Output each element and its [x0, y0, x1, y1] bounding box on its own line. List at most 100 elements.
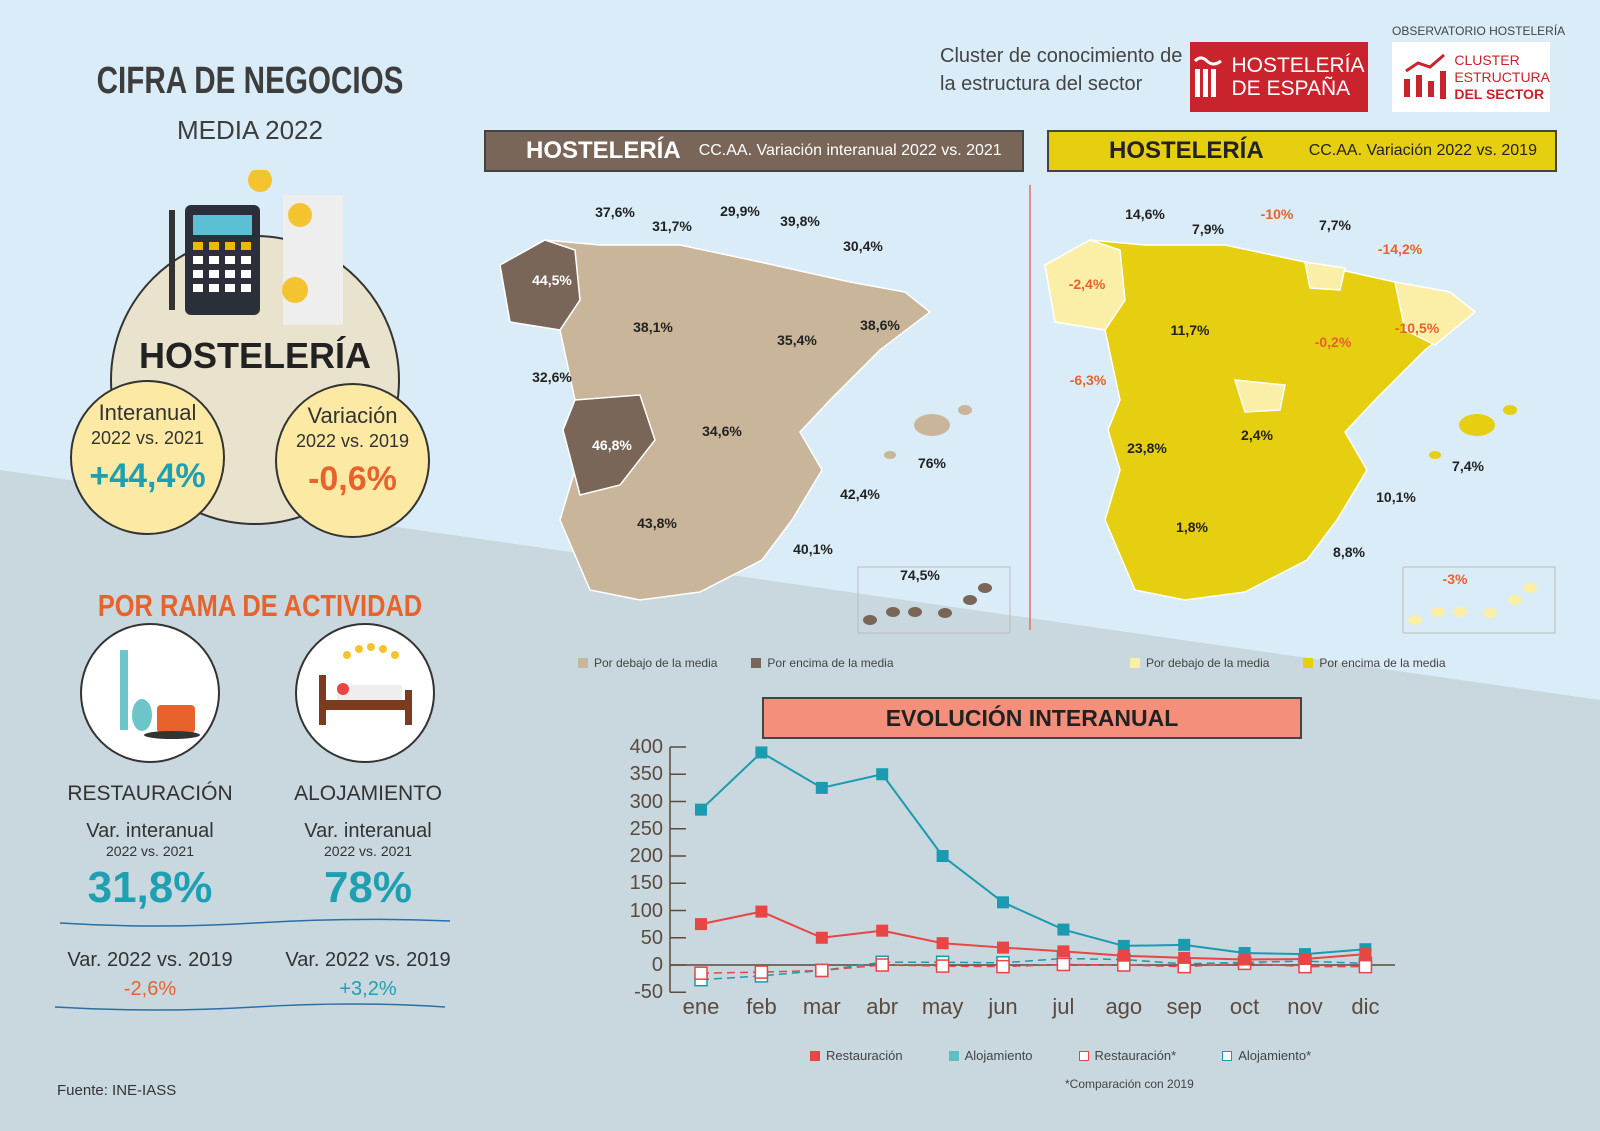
logo-text-1: HOSTELERÍA [1231, 54, 1365, 77]
data-point [754, 965, 769, 979]
data-point [936, 937, 949, 950]
map-right-region-value: -10% [1260, 206, 1294, 222]
map-left-region-value: 40,1% [793, 541, 833, 557]
cluster-text-line2: la estructura del sector [940, 73, 1143, 95]
map-left-region-value: 44,5% [532, 272, 572, 288]
balearic-islands [1429, 451, 1441, 459]
map-right-region-value: 23,8% [1127, 440, 1167, 456]
data-point [1117, 949, 1130, 962]
alojamiento-var-period: 2022 vs. 2021 [324, 843, 412, 859]
canary-island [963, 595, 977, 605]
legend-restauracion-2019: Restauración* [1094, 1048, 1177, 1063]
x-tick-label: abr [866, 994, 899, 1019]
data-point [815, 963, 829, 978]
alojamiento-vs2019-value: +3,2% [339, 978, 397, 1000]
canary-islands-box [857, 566, 1011, 634]
map-left-region-value: 46,8% [592, 437, 632, 453]
legend-swatch-restauracion [810, 1050, 820, 1061]
restauracion-vs2019-value: -2,6% [123, 978, 177, 1000]
map-right-region-value: 7,7% [1319, 217, 1351, 233]
balearic-islands [884, 451, 896, 459]
alojamiento-var-label: Var. interanual [304, 820, 432, 842]
legend-swatch-restauracion-2019 [1078, 1050, 1089, 1061]
data-point [695, 803, 707, 816]
region-above-average [499, 239, 581, 331]
data-point [1299, 953, 1311, 966]
canary-island [1523, 583, 1537, 593]
map-left-title: HOSTELERÍA [526, 137, 681, 164]
x-tick-label: ago [1105, 994, 1143, 1019]
data-point [876, 924, 889, 937]
restauracion-var-label: Var. interanual [86, 820, 214, 842]
data-point [755, 746, 768, 759]
restauracion-name: RESTAURACIÓN [67, 782, 233, 805]
y-tick-label: 100 [629, 899, 663, 922]
map-left-region-value: 38,6% [860, 317, 900, 333]
map-right-title: HOSTELERÍA [1109, 137, 1264, 164]
alojamiento-column: ALOJAMIENTO Var. interanual 2022 vs. 202… [268, 782, 468, 1001]
y-tick-label: 150 [629, 872, 663, 895]
wave-dividers [55, 918, 451, 1011]
y-tick-label: -50 [634, 981, 663, 1004]
x-tick-label: dic [1351, 994, 1380, 1019]
map-right-region-value: 10,1% [1376, 489, 1416, 505]
region-below-average [1304, 261, 1346, 291]
alojamiento-name: ALOJAMIENTO [294, 782, 442, 805]
legend-below: Por debajo de la media [594, 656, 718, 670]
map-right-region-value: -2,4% [1068, 276, 1106, 292]
data-point [815, 781, 828, 794]
data-point [1057, 945, 1070, 958]
sector-label: HOSTELERÍA [138, 335, 371, 376]
cluster-text: Cluster de conocimiento de la estructura… [940, 42, 1182, 98]
data-point [997, 941, 1009, 954]
balearic-islands [914, 414, 950, 436]
map-right-region-value: -3% [1442, 571, 1468, 587]
map-left-region-value: 29,9% [720, 203, 760, 219]
x-tick-label: nov [1287, 994, 1323, 1019]
spain-maps [499, 239, 1556, 634]
canary-island [1483, 608, 1497, 618]
map-right-region-value: -0,2% [1314, 334, 1352, 350]
legend-below: Por debajo de la media [1146, 656, 1270, 670]
region-above-average [562, 394, 656, 496]
x-tick-label: mar [802, 994, 841, 1019]
canary-island [1453, 607, 1467, 617]
map-left-region-value: 74,5% [900, 567, 940, 583]
balearic-islands [1459, 414, 1495, 436]
region-below-average [1394, 281, 1477, 346]
source-note: Fuente: INE-IASS [57, 1082, 177, 1099]
map-right-region-value: -6,3% [1069, 372, 1107, 388]
series-line-Alojamiento [700, 751, 1366, 956]
data-point [1057, 923, 1070, 936]
map-left-region-value: 30,4% [843, 238, 883, 254]
canary-island [938, 608, 952, 618]
alojamiento-vs2019-label: Var. 2022 vs. 2019 [285, 949, 451, 971]
candlestick-chart-icon [1404, 53, 1446, 99]
data-point [1178, 938, 1191, 951]
cluster-logo-text-3: DEL SECTOR [1454, 85, 1545, 102]
map-right-region-value: 2,4% [1241, 427, 1273, 443]
chart-title: EVOLUCIÓN INTERANUAL [885, 704, 1179, 731]
canary-island [886, 607, 900, 617]
legend-swatch-below [1130, 658, 1140, 668]
legend-swatch-alojamiento [948, 1050, 959, 1061]
canary-island [908, 607, 922, 617]
x-tick-label: sep [1166, 994, 1202, 1019]
map-left-region-value: 39,8% [780, 213, 820, 229]
cluster-text-line1: Cluster de conocimiento de [940, 45, 1183, 67]
map-right-region-value: -10,5% [1394, 320, 1440, 336]
restauracion-icon-circle [80, 623, 220, 763]
page-title: CIFRA DE NEGOCIOS [96, 60, 404, 102]
series-line-Restauración [700, 910, 1366, 961]
spain-mainland [1044, 239, 1477, 601]
restauracion-column: RESTAURACIÓN Var. interanual 2022 vs. 20… [50, 782, 250, 1001]
data-point [935, 959, 950, 973]
map-left-banner: HOSTELERÍA CC.AA. Variación interanual 2… [484, 130, 1024, 172]
interanual-circle: Interanual 2022 vs. 2021 +44,4% [70, 380, 225, 535]
canary-island [1508, 595, 1522, 605]
map-left-region-value: 32,6% [532, 369, 572, 385]
logo-text-2: DE ESPAÑA [1231, 77, 1351, 100]
map-right-legend: Por debajo de la media Por encima de la … [1130, 656, 1446, 670]
legend-swatch-below [578, 658, 588, 668]
data-point [1056, 957, 1071, 972]
